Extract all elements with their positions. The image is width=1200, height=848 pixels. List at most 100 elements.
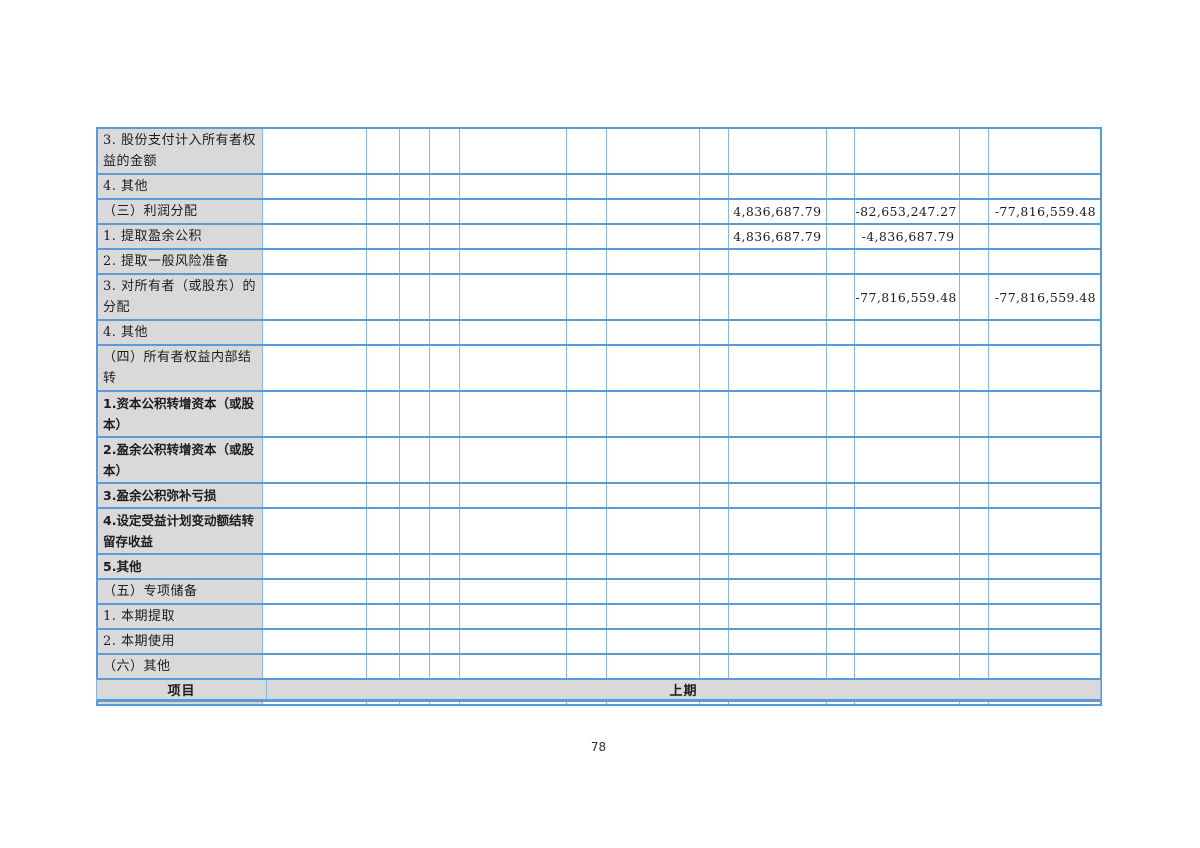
row-label: 5.其他: [96, 553, 263, 580]
cell: [428, 248, 460, 275]
cell: [261, 390, 367, 438]
cell: [987, 127, 1102, 175]
cell-value: -77,816,559.48: [987, 273, 1102, 321]
cell: [398, 127, 430, 175]
cell: [987, 390, 1102, 438]
cell: [958, 390, 989, 438]
cell: [825, 603, 855, 630]
cell: [987, 173, 1102, 200]
cell-value: -82,653,247.27: [853, 198, 960, 225]
cell: [853, 628, 960, 655]
cell: [698, 482, 729, 509]
table-row: 3.盈余公积弥补亏损: [96, 482, 1102, 509]
cell: [605, 628, 700, 655]
cell: [727, 436, 827, 484]
cell: [727, 507, 827, 555]
cell: [398, 578, 430, 605]
cell: [698, 603, 729, 630]
cell: [698, 653, 729, 680]
cell: [261, 507, 367, 555]
cell: [398, 653, 430, 680]
cell-value: 4,836,687.79: [727, 198, 827, 225]
cell: [825, 436, 855, 484]
cell: [825, 223, 855, 250]
cell: [365, 344, 400, 392]
cell: [825, 173, 855, 200]
cell: [458, 507, 567, 555]
cell: [727, 653, 827, 680]
cell: [458, 344, 567, 392]
cell: [261, 553, 367, 580]
cell: [365, 390, 400, 438]
cell: [727, 603, 827, 630]
cell: [958, 319, 989, 346]
cell: [398, 553, 430, 580]
cell: [605, 223, 700, 250]
cell: [853, 127, 960, 175]
cell: [565, 390, 607, 438]
cell: [261, 273, 367, 321]
cell: [565, 319, 607, 346]
cell: [987, 507, 1102, 555]
row-label: 3.盈余公积弥补亏损: [96, 482, 263, 509]
page-number: 78: [590, 740, 607, 754]
cell: [365, 578, 400, 605]
cell: [458, 173, 567, 200]
cell: [458, 603, 567, 630]
cell: [698, 553, 729, 580]
cell: [398, 173, 430, 200]
cell: [565, 482, 607, 509]
cell: [825, 482, 855, 509]
cell: [398, 482, 430, 509]
row-label: 3. 对所有者（或股东）的分配: [96, 273, 263, 321]
cell: [853, 436, 960, 484]
cell: [428, 173, 460, 200]
cell: [365, 482, 400, 509]
cell: [605, 390, 700, 438]
cell: [727, 127, 827, 175]
cell: [958, 173, 989, 200]
cell: [565, 578, 607, 605]
cell: [428, 628, 460, 655]
cell: [825, 319, 855, 346]
cell: [458, 273, 567, 321]
cell: [365, 553, 400, 580]
cell: [698, 173, 729, 200]
cell: [398, 628, 430, 655]
header-item-cell: 项目: [97, 680, 267, 699]
cell: [261, 482, 367, 509]
cell: [261, 198, 367, 225]
cell: [825, 198, 855, 225]
row-label: 1. 本期提取: [96, 603, 263, 630]
cell: [398, 319, 430, 346]
cell: [398, 344, 430, 392]
table-row: （五）专项储备: [96, 578, 1102, 605]
cell: [605, 653, 700, 680]
cell: [458, 653, 567, 680]
cell: [605, 553, 700, 580]
cell: [365, 223, 400, 250]
cell: [605, 273, 700, 321]
cell: [605, 319, 700, 346]
cell: [428, 603, 460, 630]
cell: [398, 273, 430, 321]
cell: [987, 319, 1102, 346]
cell: [428, 390, 460, 438]
equity-changes-table: 3. 股份支付计入所有者权益的金额 4. 其他 （三）利润分配 4,836,68…: [96, 127, 1102, 706]
cell: [458, 198, 567, 225]
row-label: 2.盈余公积转增资本（或股本）: [96, 436, 263, 484]
cell: [428, 127, 460, 175]
cell: [825, 628, 855, 655]
cell: [261, 344, 367, 392]
cell: [958, 344, 989, 392]
cell: [825, 344, 855, 392]
cell: [853, 319, 960, 346]
cell: [565, 436, 607, 484]
cell: [605, 198, 700, 225]
cell: [428, 507, 460, 555]
cell: [698, 628, 729, 655]
cell: [727, 319, 827, 346]
row-label: 2. 本期使用: [96, 628, 263, 655]
cell: [853, 553, 960, 580]
cell: [958, 553, 989, 580]
